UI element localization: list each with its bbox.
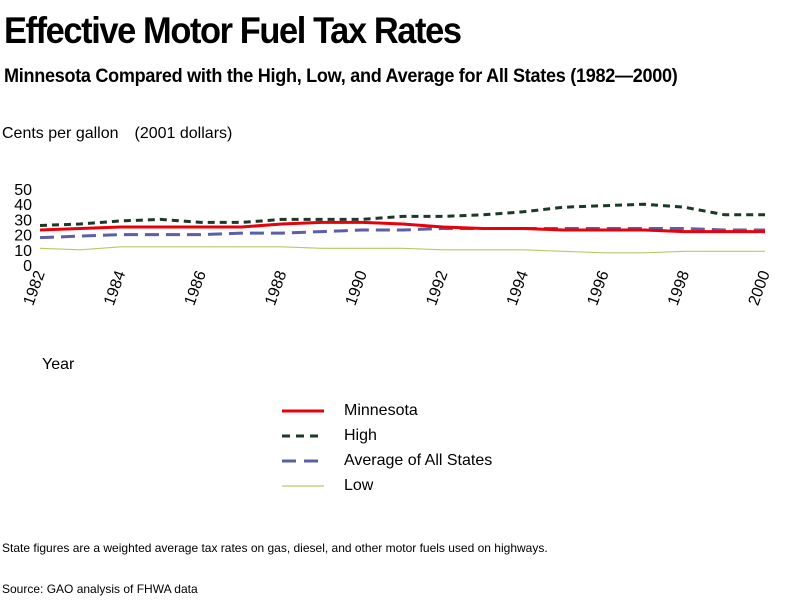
x-tick-label: 2000	[746, 268, 774, 307]
y-axis-unit-label: Cents per gallon	[2, 125, 119, 142]
series-line-average-of-all-states	[39, 227, 765, 240]
legend-swatch-high	[282, 434, 324, 437]
footnote: State figures are a weighted average tax…	[2, 541, 548, 555]
y-tick-label: 40	[14, 197, 32, 214]
chart-subtitle: Minnesota Compared with the High, Low, a…	[4, 66, 678, 87]
legend-label-high: High	[344, 426, 377, 444]
legend-label-average: Average of All States	[344, 451, 493, 469]
chart-legend: Minnesota High Average of All States Low	[282, 398, 492, 498]
legend-item-average: Average of All States	[282, 448, 492, 473]
legend-label-low: Low	[344, 476, 374, 494]
x-tick-label: 1990	[343, 268, 371, 307]
x-tick-label: 1984	[101, 268, 129, 307]
series-line-minnesota	[39, 220, 765, 234]
x-axis-label: Year	[42, 356, 75, 373]
x-tick-label: 1986	[182, 268, 210, 307]
x-tick-label: 1996	[584, 268, 612, 307]
x-tick-label: 1992	[423, 268, 451, 307]
y-tick-label: 50	[14, 182, 32, 199]
legend-swatch-low	[282, 484, 324, 487]
series-line-low	[39, 246, 765, 254]
source-note: Source: GAO analysis of FHWA data	[2, 582, 198, 596]
x-tick-label: 1994	[504, 268, 532, 307]
y-tick-label: 0	[23, 258, 32, 275]
y-axis-unit-note: (2001 dollars)	[134, 125, 233, 142]
legend-item-high: High	[282, 423, 492, 448]
x-tick-label: 1988	[262, 268, 290, 307]
y-tick-label: 30	[14, 212, 32, 229]
y-axis-units: Cents per gallon (2001 dollars)	[2, 125, 232, 143]
chart-title: Effective Motor Fuel Tax Rates	[4, 10, 462, 51]
legend-item-low: Low	[282, 473, 492, 498]
y-tick-label: 10	[14, 243, 32, 260]
legend-swatch-average	[282, 459, 324, 462]
series-line-high	[39, 202, 765, 227]
legend-label-minnesota: Minnesota	[344, 401, 418, 419]
y-tick-label: 20	[14, 228, 32, 245]
legend-item-minnesota: Minnesota	[282, 398, 492, 423]
x-tick-label: 1998	[665, 268, 693, 307]
legend-swatch-minnesota	[282, 409, 324, 412]
